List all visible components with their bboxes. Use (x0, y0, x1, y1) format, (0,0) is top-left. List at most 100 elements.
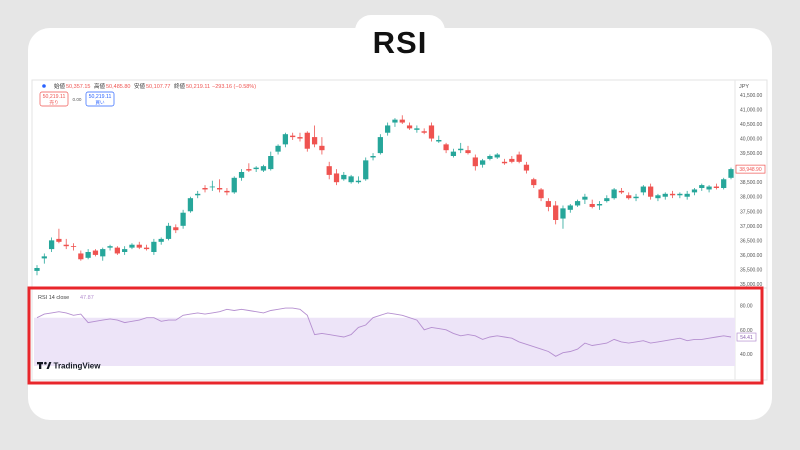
candle (472, 154, 478, 171)
candle (158, 237, 164, 245)
candle (355, 176, 362, 184)
candle (553, 201, 559, 225)
tradingview-logo-icon (37, 361, 52, 369)
candle (92, 249, 99, 257)
title-badge: RSI (355, 15, 445, 71)
buy-label: 買い (95, 100, 105, 106)
candle (268, 151, 274, 171)
candle (728, 167, 734, 180)
candle (465, 145, 471, 155)
candle (626, 192, 632, 200)
sell-label: 売り (49, 99, 58, 106)
candle (684, 190, 690, 200)
candle (151, 238, 157, 255)
candle (443, 142, 449, 154)
rsi-tick-label: 40.00 (740, 352, 753, 358)
candle (333, 169, 340, 186)
candle (509, 156, 515, 164)
candle (450, 148, 457, 158)
candle (567, 204, 573, 213)
candle (231, 176, 237, 194)
candle (165, 222, 172, 241)
price-tick-label: 37,500.00 (740, 209, 762, 215)
candle (129, 243, 135, 250)
candle (428, 122, 435, 142)
candle (436, 135, 442, 143)
ohlc-header: 始値 50,357.15 高値 50,485.80 安値 50,107.77 終… (42, 82, 749, 90)
candle (713, 183, 720, 190)
candle (246, 163, 252, 172)
candle (458, 142, 464, 154)
candle (662, 192, 668, 200)
candle (582, 193, 588, 204)
last-price-value: 38,948.90 (739, 167, 761, 173)
rsi-last-tag: 54.41 (736, 332, 757, 342)
candle (260, 164, 267, 172)
ohlc-open-label: 始値 (54, 82, 66, 90)
candle (501, 158, 508, 165)
candle (669, 190, 676, 199)
symbol-dot (42, 84, 46, 88)
candle (648, 183, 654, 200)
candle (677, 192, 683, 199)
candle (538, 188, 544, 202)
candle (363, 157, 369, 181)
price-tick-label: 41,500.00 (740, 93, 762, 99)
candle (348, 174, 354, 184)
candle (311, 125, 318, 148)
candle (721, 177, 727, 190)
candle (487, 154, 493, 161)
candle (282, 132, 289, 148)
buy-price: 50,219.11 (89, 94, 112, 100)
candle (531, 177, 537, 188)
candle (319, 137, 325, 155)
buy-button[interactable]: 50,219.11 買い (85, 91, 115, 107)
candle (209, 180, 215, 191)
candle (34, 265, 40, 276)
candle (596, 201, 603, 210)
candle (399, 115, 405, 124)
candle (290, 132, 296, 140)
price-tick-label: 41,000.00 (740, 107, 762, 113)
candle (560, 205, 566, 229)
candle (406, 122, 413, 130)
candle (63, 238, 69, 250)
candle (238, 169, 245, 181)
price-axis: 41,500.00 41,000.00 40,500.00 40,000.00 39,5… (740, 93, 762, 288)
candle (699, 183, 705, 191)
candle (516, 151, 522, 164)
ohlc-high-label: 高値 (94, 82, 106, 90)
candle (421, 128, 427, 135)
candle (85, 249, 91, 260)
candle (377, 134, 383, 155)
candle (618, 188, 625, 194)
ohlc-open-value: 50,357.15 (66, 84, 90, 90)
candle (655, 193, 661, 202)
candle (640, 185, 646, 196)
currency-label: JPY (739, 84, 749, 90)
price-tick-label: 36,000.00 (740, 253, 762, 259)
candle (304, 131, 310, 152)
candle (392, 118, 398, 127)
ohlc-close-label: 終値 (174, 82, 186, 90)
candle (691, 188, 698, 196)
page-title: RSI (372, 25, 428, 60)
price-tick-label: 37,000.00 (740, 224, 762, 230)
price-tick-label: 40,500.00 (740, 122, 762, 128)
rsi-band (34, 317, 735, 366)
price-tick-label: 35,000.00 (740, 282, 762, 288)
ohlc-close-value: 50,219.11 (186, 84, 210, 90)
candle (180, 209, 186, 229)
tradingview-watermark: TradingView (37, 362, 101, 371)
rsi-last-value: 54.41 (740, 335, 753, 341)
candle (195, 190, 201, 199)
candle (253, 166, 259, 172)
candle (574, 199, 581, 207)
candle (122, 246, 128, 255)
spread-value: 0.00 (73, 97, 82, 102)
candle (604, 195, 610, 203)
rsi-axis: 80.00 60.00 40.00 (740, 304, 753, 358)
candle (224, 188, 230, 196)
sell-button[interactable]: 50,219.11 売り (39, 91, 69, 107)
price-tick-label: 38,500.00 (740, 180, 762, 186)
